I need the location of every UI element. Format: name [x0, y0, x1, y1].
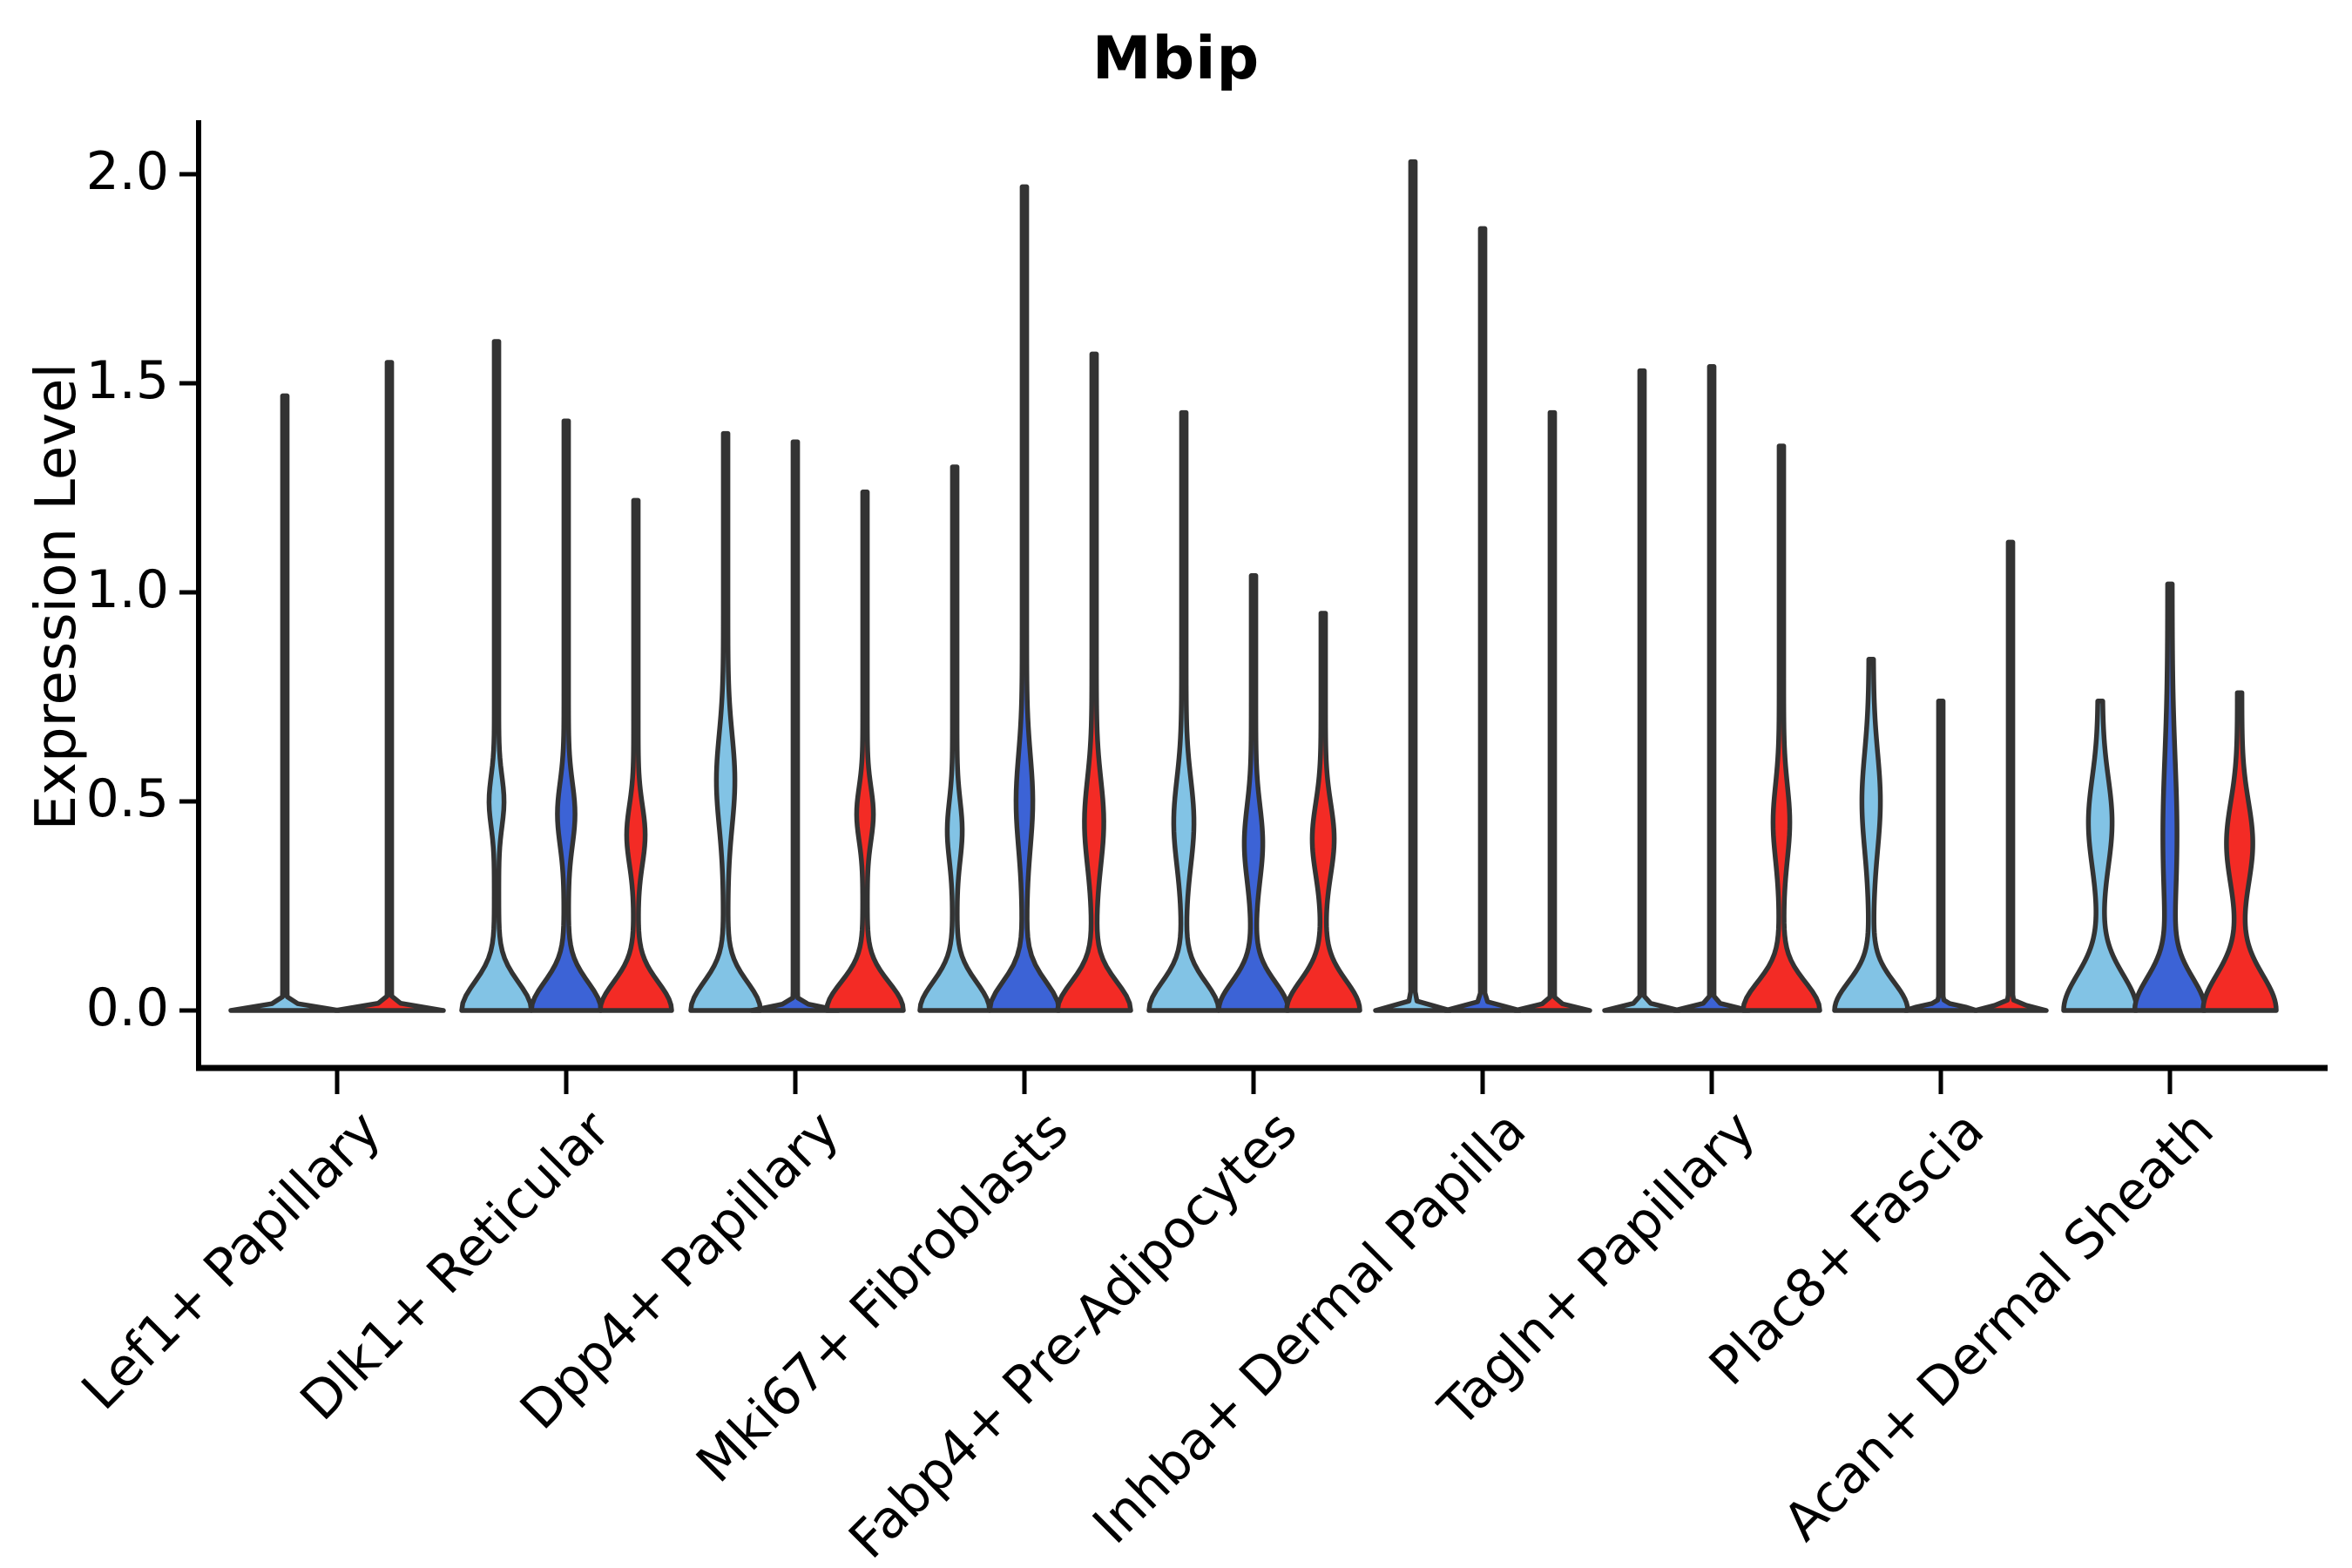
violin-dark_blue: [987, 184, 1062, 1013]
violin-light_blue: [228, 393, 341, 1013]
violin-dark_blue: [1903, 699, 1979, 1013]
y-tick-label: 1.0: [85, 559, 169, 620]
violin-red: [1740, 443, 1822, 1013]
y-tick-label: 2.0: [85, 141, 169, 202]
violin-dark_blue: [749, 439, 841, 1013]
y-tick-label: 0.5: [85, 768, 169, 829]
violin-red: [1055, 351, 1133, 1013]
violin-red: [333, 360, 446, 1013]
violin-red: [1972, 539, 2049, 1013]
violin-red: [824, 490, 906, 1013]
violin-light_blue: [1832, 657, 1910, 1013]
y-tick-label: 0.0: [85, 977, 169, 1038]
violin-red: [1512, 409, 1592, 1013]
chart-title: Mbip: [1092, 24, 1260, 93]
y-axis-label: Expression Level: [24, 362, 89, 831]
violin-dark_blue: [1216, 573, 1291, 1013]
violin-light_blue: [459, 339, 534, 1013]
violin-light_blue: [2061, 699, 2139, 1013]
y-tick-label: 1.5: [85, 350, 169, 411]
violin-dark_blue: [1443, 226, 1523, 1013]
violin-dark_blue: [2132, 581, 2208, 1013]
violin-red: [2200, 690, 2279, 1013]
violin-light_blue: [1146, 409, 1221, 1013]
violin-red: [598, 497, 674, 1013]
violin-light_blue: [1602, 368, 1682, 1013]
violin-red: [1284, 611, 1362, 1013]
violin-dark_blue: [1672, 364, 1752, 1013]
violin-dark_blue: [529, 418, 604, 1013]
violin-light_blue: [917, 464, 992, 1013]
violin-light_blue: [1373, 159, 1453, 1013]
violin-light_blue: [688, 430, 763, 1013]
